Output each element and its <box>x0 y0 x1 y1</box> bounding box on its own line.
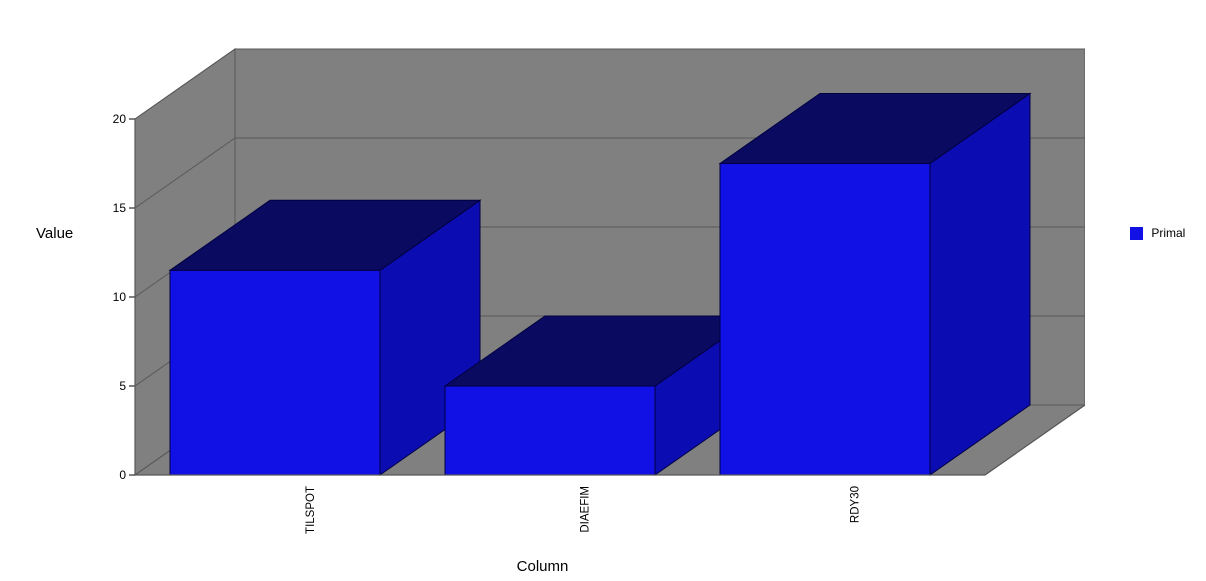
y-tick-label: 5 <box>119 379 126 393</box>
chart-canvas <box>0 0 1085 560</box>
x-axis-label: Column <box>0 558 1085 575</box>
category-label: TILSPOT <box>305 486 317 534</box>
category-label: RDY30 <box>850 486 862 523</box>
legend: Primal <box>1130 226 1185 240</box>
y-tick-label: 10 <box>113 290 126 304</box>
legend-label: Primal <box>1151 226 1185 240</box>
y-axis-label: Value <box>36 225 73 242</box>
y-tick-label: 20 <box>113 112 126 126</box>
category-labels: TILSPOT DIAEFIM RDY30 <box>0 480 1206 560</box>
legend-swatch <box>1130 227 1143 240</box>
category-label: DIAEFIM <box>579 486 591 533</box>
bar-chart-3d: Value Column 05101520 TILSPOTDIAEFIMRDY3… <box>0 0 1206 581</box>
y-tick-label: 15 <box>113 201 126 215</box>
